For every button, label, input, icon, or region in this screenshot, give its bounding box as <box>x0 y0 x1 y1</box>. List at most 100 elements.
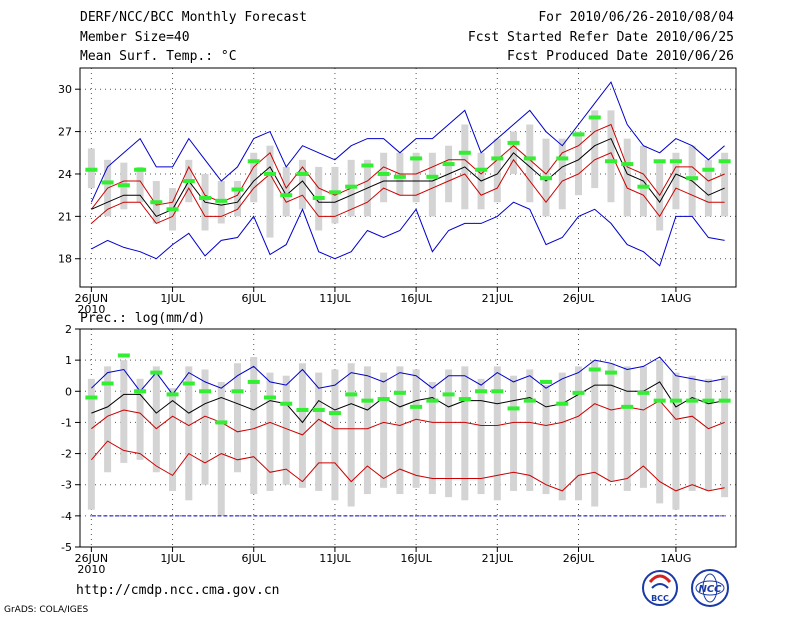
prec-spread-box <box>558 372 566 501</box>
prec-spread-box <box>639 366 647 488</box>
temp-spread-box <box>623 138 631 217</box>
temp-observed-marker <box>377 171 390 176</box>
prec-spread-box <box>688 375 696 491</box>
temp-observed-marker <box>426 174 439 179</box>
prec-observed-marker <box>572 390 585 395</box>
prec-spread-box <box>266 372 274 491</box>
prec-observed-marker <box>166 392 179 397</box>
prec-ytick-label: 1 <box>65 354 72 367</box>
prec-spread-box <box>542 385 550 495</box>
prec-spread-box <box>412 369 420 488</box>
chart-title: DERF/NCC/BCC Monthly Forecast <box>80 10 307 25</box>
prec-ytick-label: -2 <box>61 448 72 461</box>
temp-ytick-label: 27 <box>58 126 72 139</box>
prec-line-max <box>91 356 725 396</box>
temp-spread-box <box>250 152 258 203</box>
temp-spread-box <box>672 152 680 210</box>
temp-observed-marker <box>247 159 260 164</box>
temp-observed-marker <box>361 163 374 168</box>
prec-observed-marker <box>247 379 260 384</box>
temp-spread-box <box>298 159 306 210</box>
source-url[interactable]: http://cmdp.ncc.cma.gov.cn <box>76 583 280 598</box>
temp-xtick-label: 26JUL <box>563 292 595 305</box>
prec-observed-marker <box>117 353 130 358</box>
temp-observed-marker <box>166 207 179 212</box>
temp-observed-marker <box>134 167 147 172</box>
temp-observed-marker <box>556 156 569 161</box>
temp-observed-marker <box>296 171 309 176</box>
prec-observed-marker <box>604 370 617 375</box>
prec-observed-marker <box>718 398 731 403</box>
prec-xtick-label: 16JUL <box>400 552 432 565</box>
prec-spread-box <box>363 366 371 495</box>
prec-xtick-label: 26JUN <box>75 552 109 565</box>
prec-observed-marker <box>507 406 520 411</box>
temp-year-label: 2010 <box>77 303 105 316</box>
prec-observed-marker <box>280 401 293 406</box>
prec-spread-box <box>217 381 225 516</box>
prec-observed-marker <box>458 397 471 402</box>
prec-spread-box <box>591 360 599 507</box>
prec-spread-box <box>250 357 258 495</box>
bcc-logo: BCC <box>642 570 678 606</box>
ncc-logo: NCC <box>691 569 729 607</box>
prec-spread-box <box>493 366 501 501</box>
temp-xtick-label: 1AUG <box>660 292 691 305</box>
temp-ytick-label: 18 <box>58 253 72 266</box>
prec-ytick-label: 0 <box>65 385 72 398</box>
forecast-period: For 2010/06/26-2010/08/04 <box>538 10 734 25</box>
temp-observed-marker <box>199 195 212 200</box>
svg-text:BCC: BCC <box>651 594 669 603</box>
prec-spread-box <box>380 372 388 488</box>
prec-observed-marker <box>199 389 212 394</box>
temp-spread-box <box>591 110 599 189</box>
prec-ytick-label: -1 <box>61 416 72 429</box>
prec-spread-box <box>704 378 712 491</box>
prec-spread-box <box>510 375 518 491</box>
temp-line-min <box>91 201 725 267</box>
prec-spread-box <box>477 378 485 495</box>
prec-observed-marker <box>263 395 276 400</box>
temp-line-upper <box>91 123 725 210</box>
temp-spread-box <box>234 181 242 217</box>
temp-spread-box <box>266 145 274 238</box>
temp-xtick-label: 16JUL <box>400 292 432 305</box>
prec-ytick-label: -3 <box>61 479 72 492</box>
temp-observed-marker <box>686 176 699 181</box>
prec-observed-marker <box>134 389 147 394</box>
temp-observed-marker <box>215 198 228 203</box>
prec-spread-box <box>120 360 128 463</box>
temp-xtick-label: 1JUL <box>160 292 185 305</box>
temp-observed-marker <box>442 162 455 167</box>
prec-observed-marker <box>312 407 325 412</box>
temp-xtick-label: 6JUL <box>242 292 267 305</box>
prec-spread-box <box>607 363 615 482</box>
prec-observed-marker <box>377 397 390 402</box>
temp-spread-box <box>558 138 566 210</box>
temp-spread-box <box>380 152 388 203</box>
prec-title: Prec.: log(mm/d) <box>80 311 205 326</box>
temp-observed-marker <box>410 156 423 161</box>
temp-observed-marker <box>475 167 488 172</box>
temp-spread-box <box>574 131 582 196</box>
temp-xtick-label: 26JUN <box>75 292 109 305</box>
temp-ytick-label: 21 <box>58 210 72 223</box>
forecast-produced-date: Fcst Produced Date 2010/06/26 <box>507 49 734 64</box>
prec-spread-box <box>315 372 323 491</box>
prec-observed-marker <box>637 390 650 395</box>
temp-spread-box <box>282 166 290 217</box>
svg-text:NCC: NCC <box>698 584 722 595</box>
temp-observed-marker <box>491 156 504 161</box>
prec-xtick-label: 6JUL <box>242 552 267 565</box>
temp-observed-marker <box>101 180 114 185</box>
prec-spread-box <box>298 363 306 488</box>
temp-observed-marker <box>328 190 341 195</box>
temp-observed-marker <box>117 183 130 188</box>
logos: BCC NCC <box>642 569 729 607</box>
prec-observed-marker <box>101 381 114 386</box>
temp-observed-marker <box>523 156 536 161</box>
temp-ytick-label: 24 <box>58 168 72 181</box>
prec-observed-marker <box>686 398 699 403</box>
prec-observed-marker <box>621 404 634 409</box>
prec-observed-marker <box>475 389 488 394</box>
